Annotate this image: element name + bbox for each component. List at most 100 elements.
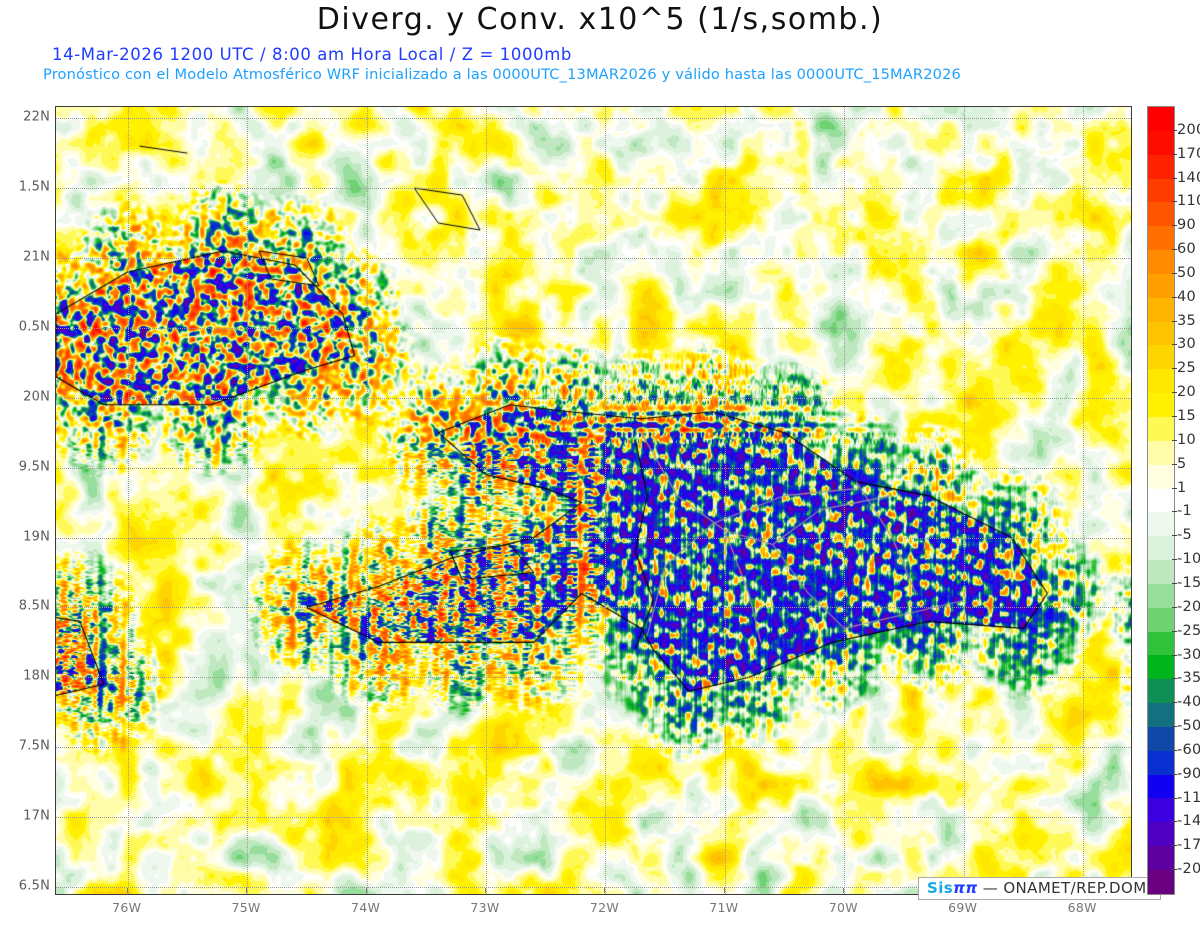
gridline-vertical bbox=[366, 107, 368, 894]
run-time-subtitle: 14-Mar-2026 1200 UTC / 8:00 am Hora Loca… bbox=[52, 45, 572, 64]
lon-tick-label: 71W bbox=[709, 900, 739, 915]
colorbar-tick-label: 140 bbox=[1177, 169, 1200, 186]
lon-tick-label: 76W bbox=[112, 900, 142, 915]
gridline-horizontal bbox=[56, 607, 1131, 609]
colorbar-segment bbox=[1147, 726, 1175, 751]
colorbar-segment bbox=[1147, 321, 1175, 346]
colorbar-tick-mark bbox=[1172, 869, 1177, 871]
colorbar-segment bbox=[1147, 345, 1175, 370]
colorbar[interactable] bbox=[1147, 106, 1175, 895]
colorbar-tick-mark bbox=[1172, 272, 1177, 274]
gridline-horizontal bbox=[56, 188, 1131, 190]
colorbar-segment bbox=[1147, 273, 1175, 298]
colorbar-tick-mark bbox=[1172, 726, 1177, 728]
colorbar-segment bbox=[1147, 607, 1175, 632]
lon-tick-mark bbox=[485, 888, 486, 893]
lon-tick-mark bbox=[723, 888, 725, 893]
gridline-vertical bbox=[963, 107, 965, 894]
credit-badge: Sisππ — ONAMET/REP.DOM. bbox=[918, 877, 1161, 900]
colorbar-segment bbox=[1147, 488, 1175, 513]
map-plot-area[interactable] bbox=[55, 106, 1132, 895]
colorbar-segment bbox=[1147, 750, 1175, 775]
colorbar-tick-mark bbox=[1172, 368, 1177, 370]
lat-tick-label: 1.5N bbox=[18, 179, 50, 195]
colorbar-segment bbox=[1147, 703, 1175, 727]
gridline-horizontal bbox=[56, 677, 1131, 679]
colorbar-tick-label: 5 bbox=[1177, 455, 1187, 472]
colorbar-tick-mark bbox=[1172, 511, 1177, 513]
lon-tick-mark bbox=[246, 888, 248, 893]
colorbar-tick-mark bbox=[1172, 749, 1177, 751]
colorbar-tick-label: -20 bbox=[1177, 598, 1200, 615]
colorbar-tick-label: -15 bbox=[1177, 574, 1200, 591]
lon-tick-mark bbox=[604, 888, 606, 893]
colorbar-segment bbox=[1147, 250, 1175, 274]
colorbar-tick-label: -25 bbox=[1177, 622, 1200, 639]
colorbar-segment bbox=[1147, 655, 1175, 680]
colorbar-segment bbox=[1147, 560, 1175, 584]
colorbar-tick-label: 50 bbox=[1177, 264, 1197, 281]
colorbar-tick-label: 20 bbox=[1177, 384, 1197, 401]
colorbar-tick-label: -35 bbox=[1177, 670, 1200, 687]
colorbar-segment bbox=[1147, 798, 1175, 823]
colorbar-segment bbox=[1147, 631, 1175, 656]
gridline-vertical bbox=[127, 107, 129, 894]
colorbar-tick-mark bbox=[1172, 344, 1177, 346]
colorbar-segment bbox=[1147, 130, 1175, 155]
colorbar-tick-label: -30 bbox=[1177, 646, 1200, 663]
gridline-horizontal bbox=[56, 537, 1131, 539]
colorbar-segment bbox=[1147, 416, 1175, 441]
colorbar-tick-mark bbox=[1172, 201, 1177, 203]
colorbar-segment bbox=[1147, 440, 1175, 465]
colorbar-segment bbox=[1147, 106, 1175, 131]
colorbar-tick-mark bbox=[1172, 630, 1177, 632]
lon-tick-mark bbox=[126, 888, 128, 893]
colorbar-segment bbox=[1147, 774, 1175, 799]
colorbar-tick-mark bbox=[1172, 392, 1177, 394]
colorbar-tick-mark bbox=[1172, 535, 1177, 537]
gridline-horizontal bbox=[56, 118, 1131, 120]
lat-tick-label: 7.5N bbox=[18, 738, 50, 754]
colorbar-tick-mark bbox=[1172, 225, 1177, 227]
lat-tick-label: 9.5N bbox=[18, 459, 50, 475]
colorbar-tick-mark bbox=[1172, 582, 1177, 584]
colorbar-segment bbox=[1147, 202, 1175, 227]
colorbar-tick-mark bbox=[1172, 296, 1177, 298]
colorbar-tick-mark bbox=[1172, 249, 1177, 251]
colorbar-tick-label: -40 bbox=[1177, 694, 1200, 711]
divergence-convergence-shading bbox=[56, 107, 1131, 894]
gridline-horizontal bbox=[56, 747, 1131, 749]
colorbar-segment bbox=[1147, 464, 1175, 489]
lat-tick-label: 17N bbox=[23, 808, 50, 824]
colorbar-tick-label: 110 bbox=[1177, 193, 1200, 210]
gridline-vertical bbox=[605, 107, 607, 894]
gridline-horizontal bbox=[56, 327, 1131, 329]
colorbar-segment bbox=[1147, 846, 1175, 870]
colorbar-tick-label: 25 bbox=[1177, 360, 1197, 377]
colorbar-tick-mark bbox=[1172, 129, 1177, 131]
colorbar-tick-mark bbox=[1172, 821, 1177, 823]
lon-tick-label: 74W bbox=[350, 900, 381, 915]
lat-tick-label: 21N bbox=[23, 249, 50, 265]
colorbar-tick-label: 60 bbox=[1177, 241, 1197, 258]
colorbar-tick-label: -5 bbox=[1177, 527, 1193, 544]
colorbar-tick-mark bbox=[1172, 797, 1177, 799]
colorbar-tick-mark bbox=[1172, 463, 1177, 465]
lon-tick-mark bbox=[843, 888, 845, 893]
colorbar-segment bbox=[1147, 583, 1175, 608]
colorbar-segment bbox=[1147, 822, 1175, 847]
gridline-horizontal bbox=[56, 257, 1131, 259]
colorbar-tick-mark bbox=[1172, 320, 1177, 322]
colorbar-segment bbox=[1147, 226, 1175, 251]
colorbar-tick-label: 35 bbox=[1177, 312, 1197, 329]
gridline-horizontal bbox=[56, 817, 1131, 819]
colorbar-segment bbox=[1147, 369, 1175, 394]
lat-tick-label: 6.5N bbox=[18, 878, 50, 894]
lon-tick-label: 69W bbox=[948, 900, 978, 915]
lat-tick-label: 20N bbox=[23, 389, 50, 405]
colorbar-tick-mark bbox=[1172, 606, 1177, 608]
colorbar-segment bbox=[1147, 536, 1175, 561]
gridline-horizontal bbox=[56, 397, 1131, 399]
colorbar-tick-label: -110 bbox=[1177, 789, 1200, 806]
